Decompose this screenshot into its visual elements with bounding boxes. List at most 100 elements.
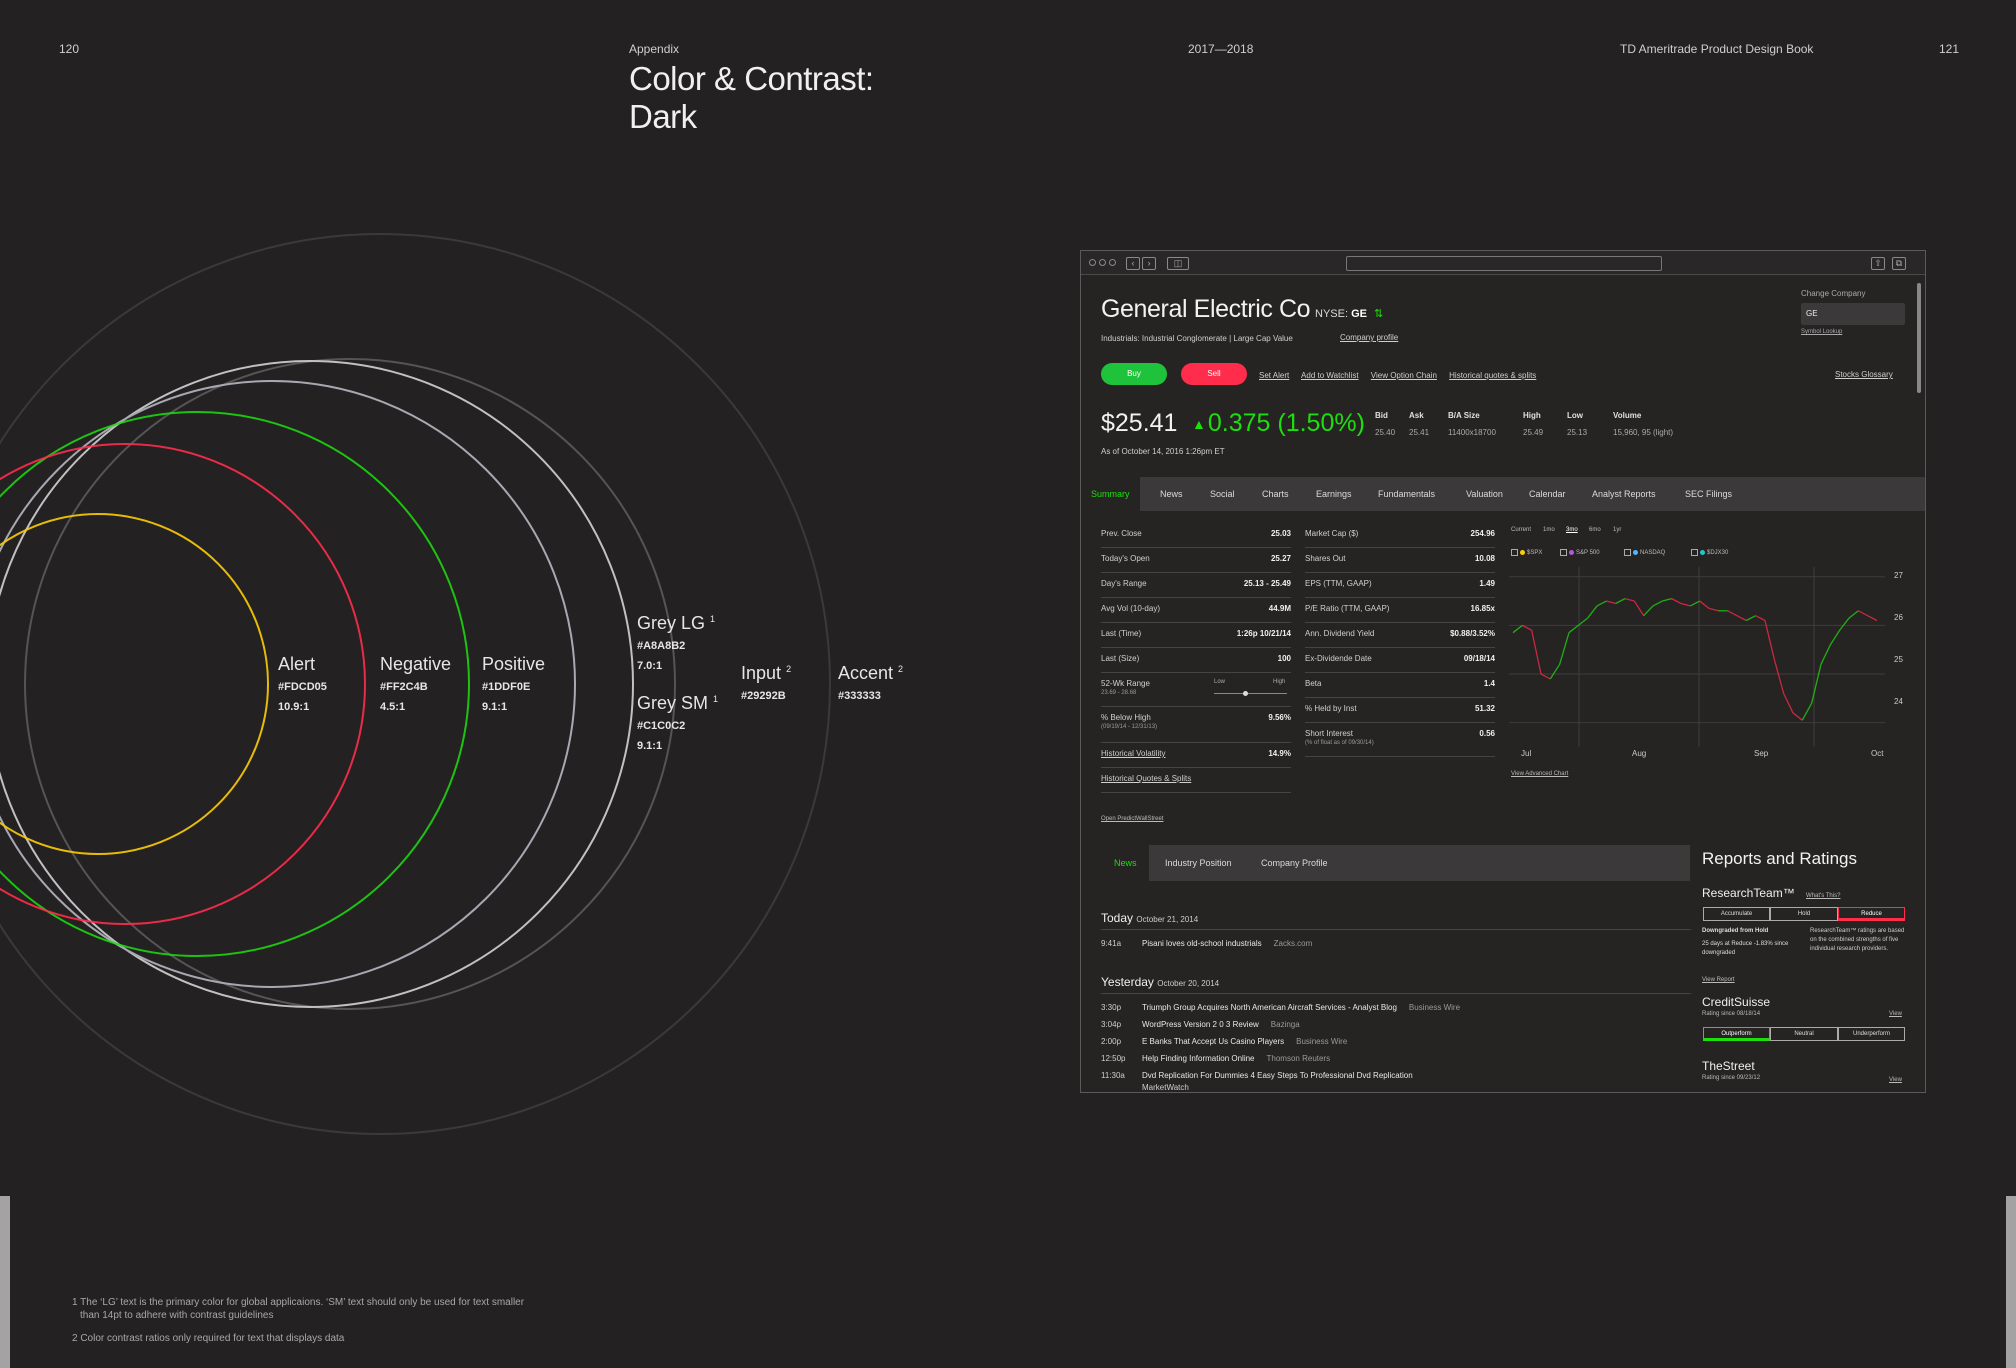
high-col: High 25.49 — [1523, 411, 1543, 437]
legend-label: S&P 500 — [1576, 550, 1600, 557]
share-icon[interactable]: ⇧ — [1871, 257, 1885, 270]
stat-value: 1:26p 10/21/14 — [1236, 629, 1291, 638]
credit-suisse-title: CreditSuisse — [1702, 995, 1771, 1009]
series-segment — [1633, 600, 1645, 616]
tab-summary[interactable]: Summary — [1081, 477, 1140, 511]
back-icon[interactable]: ‹ — [1126, 257, 1140, 270]
tab-social[interactable]: Social — [1210, 489, 1235, 499]
sell-button[interactable]: Sell — [1181, 363, 1247, 385]
view-advanced-chart-link[interactable]: View Advanced Chart — [1511, 771, 1569, 777]
refresh-icon[interactable]: ⇅ — [1374, 308, 1384, 320]
historical-quotes-splits-link[interactable]: Historical Quotes & Splits — [1101, 774, 1192, 783]
contrast-rings — [0, 233, 831, 1135]
window-close-dot[interactable] — [1089, 259, 1096, 266]
stat-label: Last (Size) — [1101, 654, 1140, 663]
ring-accent — [0, 233, 831, 1135]
ring-alert — [0, 513, 269, 855]
tab-earnings[interactable]: Earnings — [1316, 489, 1352, 499]
stat-label: EPS (TTM, GAAP) — [1305, 579, 1372, 588]
range-6mo[interactable]: 6mo — [1589, 527, 1601, 533]
company-name: General Electric Co — [1101, 295, 1311, 323]
range-3mo[interactable]: 3mo — [1566, 527, 1578, 533]
view-option-chain-link[interactable]: View Option Chain — [1370, 371, 1437, 380]
news-source: MarketWatch — [1142, 1083, 1189, 1092]
view-report-link[interactable]: View Report — [1702, 977, 1735, 983]
news-headline[interactable]: Help Finding Information Online — [1142, 1054, 1255, 1063]
stat-label: Shares Out — [1305, 554, 1346, 563]
change-company-value: GE — [1806, 309, 1818, 318]
tab-valuation[interactable]: Valuation — [1466, 489, 1503, 499]
series-segment — [1559, 632, 1570, 665]
stat-row: Last (Size) 100 — [1101, 648, 1291, 673]
yesterday-label: Yesterday — [1101, 975, 1154, 989]
set-alert-link[interactable]: Set Alert — [1259, 371, 1290, 380]
volume-label: Volume — [1613, 411, 1642, 420]
news-headline[interactable]: Triumph Group Acquires North American Ai… — [1142, 1003, 1397, 1012]
ticker: NYSE: GE ⇅ — [1315, 307, 1383, 320]
ts-rating-since: Rating since 09/23/12 — [1702, 1075, 1761, 1081]
legend-nasdaq[interactable]: NASDAQ — [1624, 549, 1665, 556]
scrollbar[interactable] — [1917, 283, 1921, 393]
news-headline[interactable]: WordPress Version 2 0 3 Review — [1142, 1020, 1259, 1029]
change-company-input[interactable]: GE — [1801, 303, 1905, 325]
legend-label: NASDAQ — [1640, 550, 1666, 557]
y-tick: 26 — [1894, 613, 1903, 622]
whats-this-link[interactable]: What's This? — [1806, 893, 1841, 899]
input-sup: 2 — [786, 664, 792, 674]
legend-sp500[interactable]: S&P 500 — [1560, 549, 1600, 556]
stat-row: Market Cap ($) 254.96 — [1305, 523, 1495, 548]
cs-view-link[interactable]: View — [1889, 1011, 1902, 1017]
stat-value: 1.4 — [1483, 679, 1495, 688]
news-tab-news[interactable]: News — [1102, 845, 1149, 881]
ts-view-link[interactable]: View — [1889, 1077, 1902, 1083]
price-chart — [1509, 567, 1885, 747]
tab-sec-filings[interactable]: SEC Filings — [1685, 489, 1733, 499]
series-segment — [1746, 615, 1756, 622]
window-minimize-dot[interactable] — [1099, 259, 1106, 266]
sidebar-icon[interactable]: ◫ — [1167, 257, 1189, 270]
symbol-lookup-link[interactable]: Symbol Lookup — [1801, 329, 1843, 335]
news-tab-industry-position[interactable]: Industry Position — [1165, 858, 1232, 868]
tab-analyst-reports[interactable]: Analyst Reports — [1592, 489, 1656, 499]
checkbox[interactable] — [1511, 549, 1518, 556]
stat-value: 16.85x — [1470, 604, 1495, 613]
year-range: 2017—2018 — [1188, 42, 1254, 56]
stat-label: % Held by Inst — [1305, 704, 1357, 713]
checkbox[interactable] — [1560, 549, 1567, 556]
tabs-icon[interactable]: ⧉ — [1892, 257, 1906, 270]
tab-calendar[interactable]: Calendar — [1529, 489, 1566, 499]
buy-button[interactable]: Buy — [1101, 363, 1167, 385]
x-tick: Sep — [1754, 749, 1769, 758]
company-profile-link[interactable]: Company profile — [1340, 333, 1399, 342]
historical-quotes-link[interactable]: Historical quotes & splits — [1449, 371, 1537, 380]
accent-name: Accent — [838, 663, 894, 683]
legend-djx30[interactable]: $DJX30 — [1691, 549, 1728, 556]
news-source: Zacks.com — [1273, 939, 1313, 948]
tab-fundamentals[interactable]: Fundamentals — [1378, 489, 1436, 499]
news-headline[interactable]: E Banks That Accept Us Casino Players — [1142, 1037, 1285, 1046]
tab-news[interactable]: News — [1160, 489, 1183, 499]
stat-row: % Below High (09/19/14 - 12/31/13) 9.56% — [1101, 707, 1291, 743]
checkbox[interactable] — [1691, 549, 1698, 556]
price-change-value: 0.375 (1.50%) — [1207, 409, 1365, 437]
address-bar[interactable] — [1346, 256, 1662, 271]
open-predict-link[interactable]: Open PredictWallStreet — [1101, 816, 1164, 822]
add-to-watchlist-link[interactable]: Add to Watchlist — [1301, 371, 1359, 380]
legend-spx[interactable]: $SPX — [1511, 549, 1542, 556]
news-tab-company-profile[interactable]: Company Profile — [1261, 858, 1328, 868]
series-segment — [1867, 615, 1878, 622]
range-current[interactable]: Current — [1511, 527, 1532, 533]
window-zoom-dot[interactable] — [1109, 259, 1116, 266]
checkbox[interactable] — [1624, 549, 1631, 556]
news-source: Thomson Reuters — [1266, 1054, 1331, 1063]
news-headline[interactable]: Dvd Replication For Dummies 4 Easy Steps… — [1142, 1071, 1413, 1080]
news-headline[interactable]: Pisani loves old-school industrials — [1142, 939, 1262, 948]
label-grey-sm: Grey SM 1 #C1C0C2 9.1:1 — [637, 693, 718, 752]
label-positive: Positive #1DDF0E 9.1:1 — [482, 654, 545, 713]
stocks-glossary-link[interactable]: Stocks Glossary — [1835, 370, 1893, 379]
forward-icon[interactable]: › — [1142, 257, 1156, 270]
range-1yr[interactable]: 1yr — [1613, 527, 1622, 533]
historical-volatility-link[interactable]: Historical Volatility — [1101, 749, 1166, 758]
tab-charts[interactable]: Charts — [1262, 489, 1289, 499]
range-1mo[interactable]: 1mo — [1543, 527, 1555, 533]
